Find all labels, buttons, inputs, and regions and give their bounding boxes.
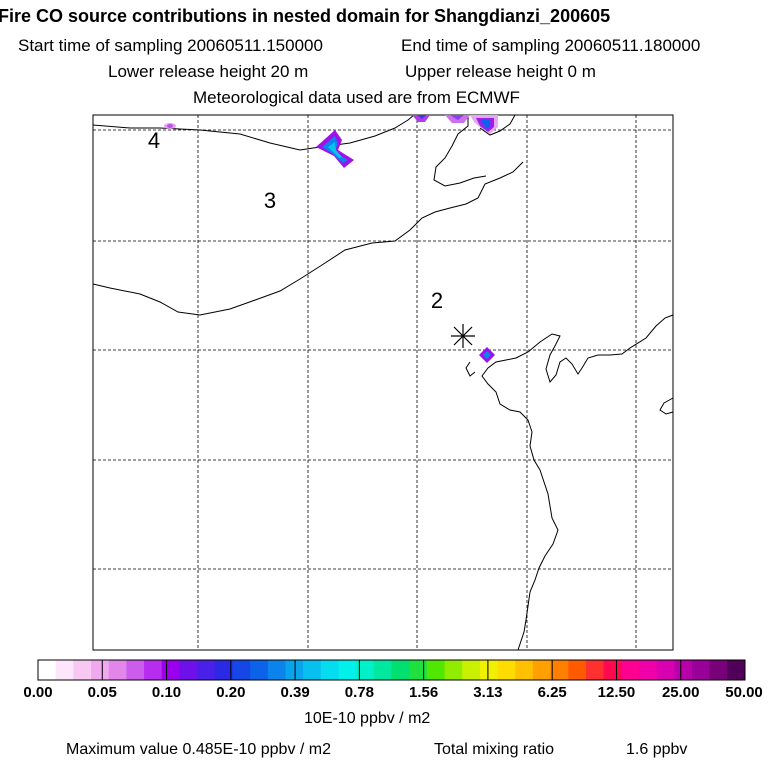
colorbar-cell	[709, 660, 728, 680]
colorbar-tick-label: 25.00	[661, 684, 700, 701]
colorbar-cell	[214, 660, 233, 680]
colorbar-cell	[320, 660, 339, 680]
border-north	[92, 114, 415, 151]
colorbar-cell	[91, 660, 110, 680]
colorbar-tick-label: 0.20	[216, 684, 246, 701]
total-mixing-value: 1.6 ppbv	[626, 741, 688, 758]
colorbar-cell	[691, 660, 711, 680]
colorbar-tick-label: 1.56	[409, 684, 439, 701]
border-ne	[479, 114, 516, 136]
colorbar-cell	[250, 660, 269, 680]
colorbar-cell	[108, 660, 127, 680]
colorbar-tick-label: 12.50	[597, 684, 636, 701]
plume-north-2-core	[417, 115, 426, 119]
colorbar-cell	[479, 660, 499, 680]
colorbar-tick-label: 0.10	[151, 684, 182, 701]
colorbar-cell	[373, 660, 392, 680]
receptor-marker	[451, 324, 475, 348]
colorbar-cell	[550, 660, 569, 680]
colorbar-cell	[674, 660, 693, 680]
colorbar-cell	[603, 660, 622, 680]
colorbar-cell	[515, 660, 534, 680]
colorbar-cell	[585, 660, 605, 680]
colorbar-cell	[338, 660, 357, 680]
colorbar	[37, 659, 746, 681]
map-frame	[92, 114, 674, 651]
coast-detail	[465, 361, 476, 377]
map-label-2: 2	[431, 288, 443, 313]
colorbar-cell	[727, 660, 746, 680]
colorbar-cell	[38, 660, 57, 680]
plume-layer	[164, 115, 498, 363]
colorbar-cell	[568, 660, 587, 680]
colorbar-cell	[621, 660, 640, 680]
coast-east	[659, 397, 674, 415]
colorbar-cell	[638, 660, 658, 680]
colorbar-cell	[426, 660, 446, 680]
total-mixing-label: Total mixing ratio	[434, 741, 555, 758]
end-time-label: End time of sampling 20060511.180000	[401, 36, 701, 55]
map-label-3: 3	[264, 188, 276, 213]
chart-title: Fire CO source contributions in nested d…	[0, 6, 611, 26]
colorbar-cell	[197, 660, 216, 680]
colorbar-tick-label: 0.78	[344, 684, 374, 701]
plume-north-4-core	[450, 115, 464, 120]
colorbar-cell	[161, 660, 180, 680]
max-value-label: Maximum value 0.485E-10 ppbv / m2	[66, 741, 332, 758]
colorbar-cell	[144, 660, 163, 680]
lower-release-label: Lower release height 20 m	[108, 62, 309, 81]
colorbar-cell	[232, 660, 251, 680]
colorbar-cell	[267, 660, 286, 680]
colorbar-cell	[55, 660, 74, 680]
colorbar-cell	[356, 660, 375, 680]
colorbar-cell	[497, 660, 516, 680]
colorbar-unit: 10E-10 ppbv / m2	[304, 710, 431, 727]
plume-north-1-center	[328, 142, 342, 158]
receptor-line-d2	[453, 326, 473, 346]
colorbar-tick-label: 6.25	[537, 684, 567, 701]
border-middle	[92, 161, 524, 316]
colorbar-cell	[303, 660, 322, 680]
plume-west-core	[167, 124, 173, 128]
coastline	[481, 314, 674, 651]
colorbar-tick-label: 3.13	[473, 684, 503, 701]
boundaries	[92, 114, 674, 651]
plume-north-3-core	[481, 120, 490, 129]
met-data-label: Meteorological data used are from ECMWF	[193, 88, 520, 107]
colorbar-tick-label: 0.39	[280, 684, 310, 701]
colorbar-cell	[462, 660, 481, 680]
colorbar-cell	[73, 660, 92, 680]
border-inner	[433, 115, 487, 187]
graticule	[93, 115, 673, 650]
colorbar-cell	[656, 660, 675, 680]
colorbar-tick-label: 0.00	[23, 684, 53, 701]
colorbar-cell	[126, 660, 145, 680]
plume-north-2	[412, 115, 430, 122]
colorbar-cell	[285, 660, 304, 680]
map-label-4: 4	[148, 128, 160, 153]
colorbar-cell	[444, 660, 463, 680]
colorbar-tick-label: 0.05	[87, 684, 117, 701]
colorbar-tick-label: 50.00	[725, 684, 763, 701]
plume-coast-core	[483, 351, 491, 359]
colorbar-cell	[179, 660, 198, 680]
colorbar-cell	[409, 660, 428, 680]
upper-release-label: Upper release height 0 m	[405, 62, 596, 81]
start-time-label: Start time of sampling 20060511.150000	[18, 36, 323, 55]
colorbar-cell	[532, 660, 552, 680]
colorbar-cell	[391, 660, 410, 680]
